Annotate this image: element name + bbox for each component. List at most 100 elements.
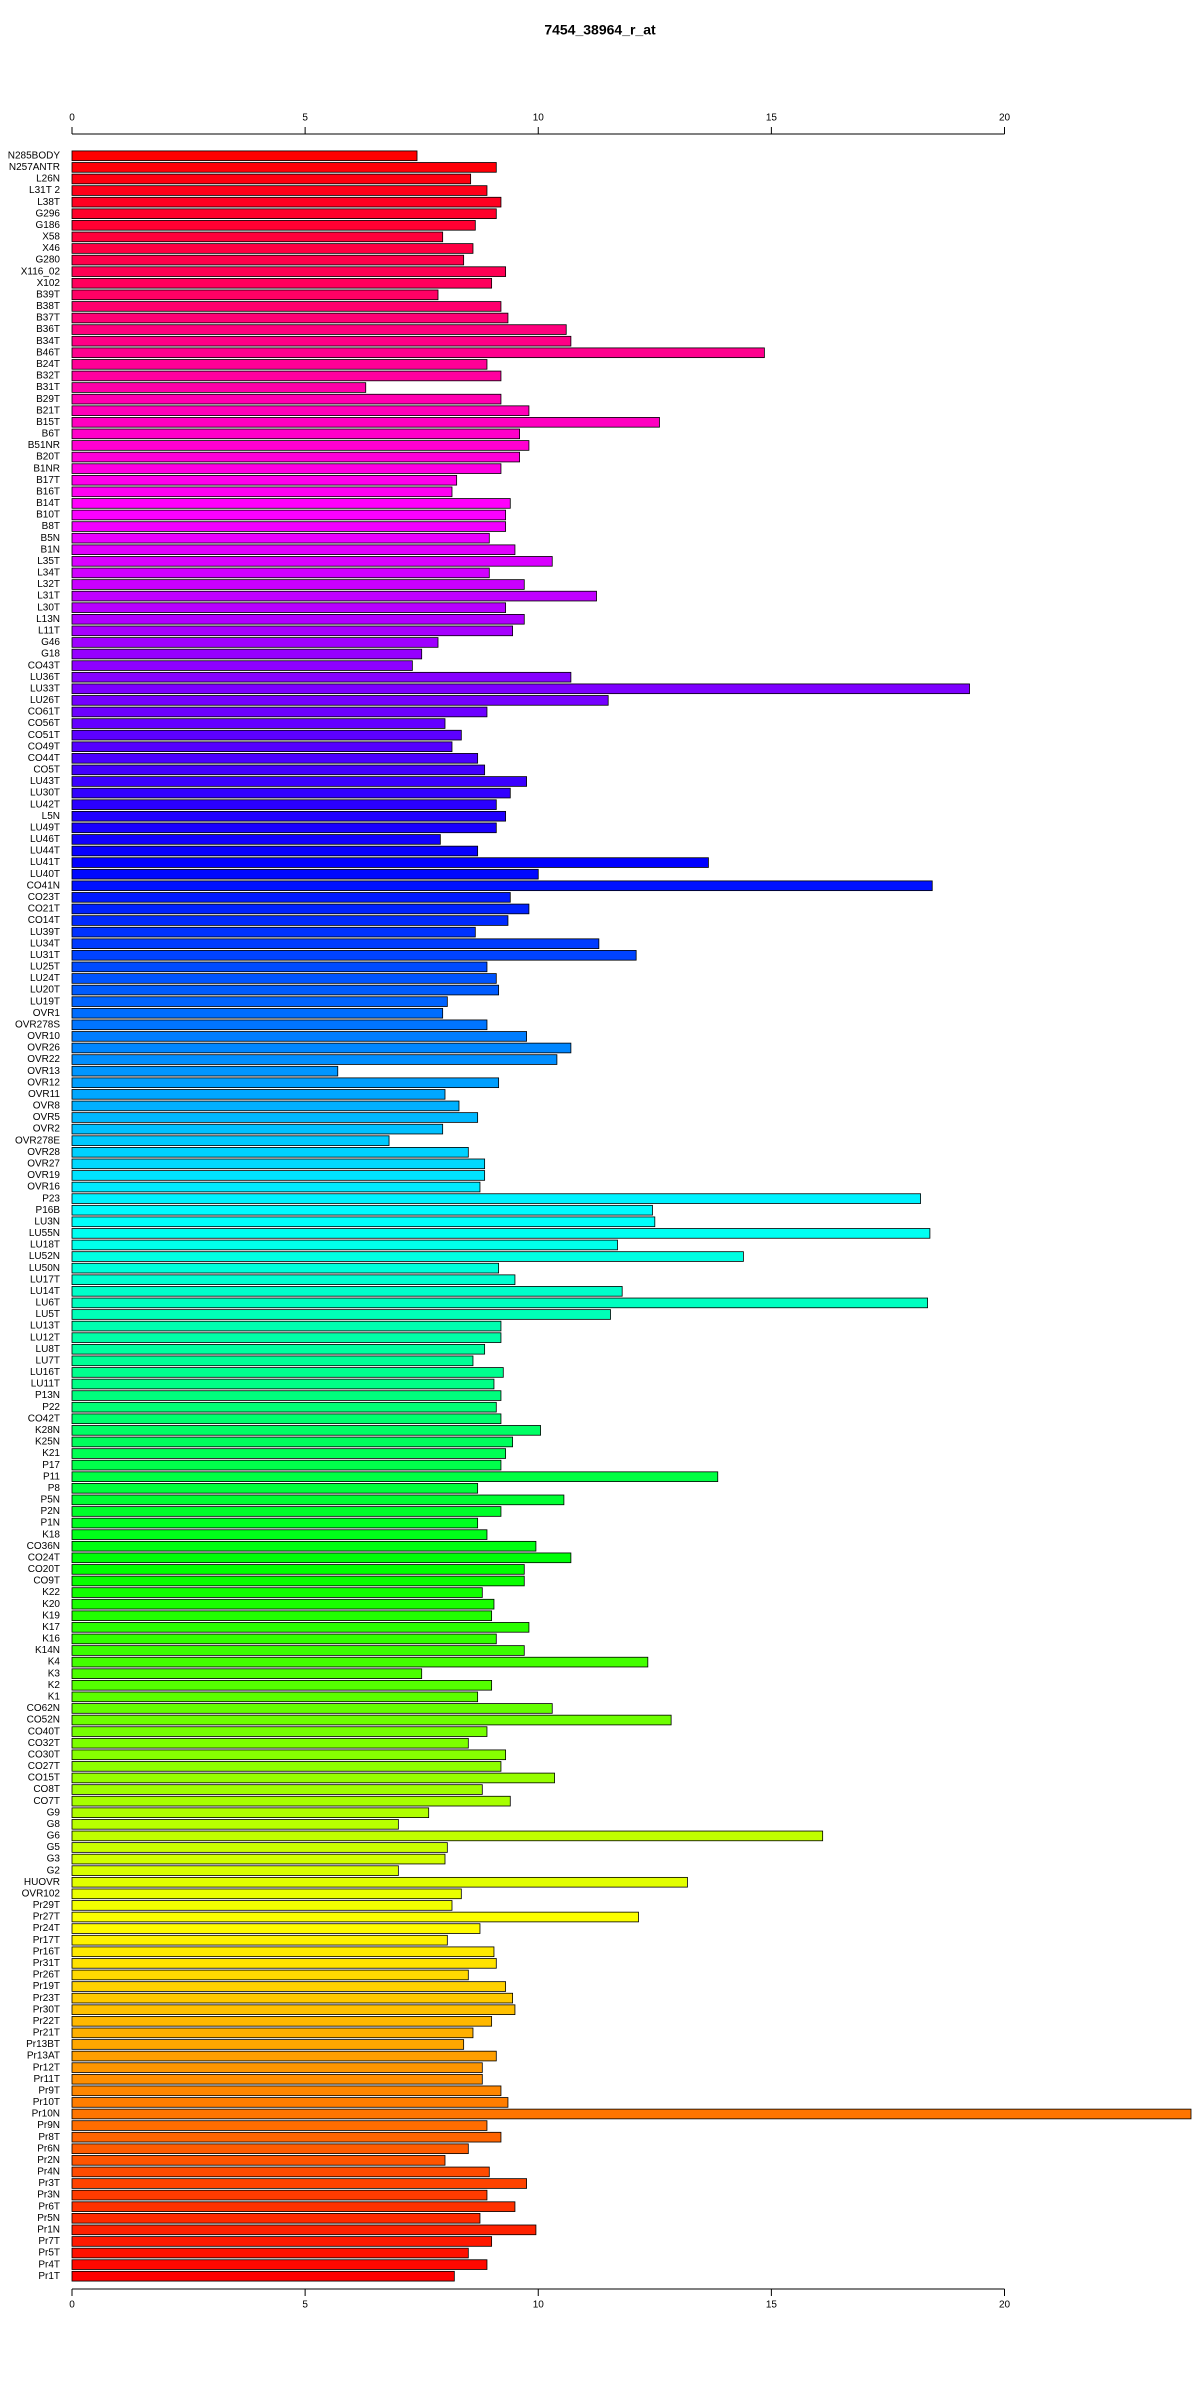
y-tick-label: CO21T (28, 904, 60, 915)
y-tick-label: Pr26T (33, 1970, 60, 1981)
bar (71, 2039, 465, 2050)
bar (71, 208, 497, 219)
bar (71, 2224, 537, 2236)
bar (71, 1598, 495, 1610)
bar (71, 440, 530, 451)
y-tick-label: B21T (36, 405, 60, 416)
y-tick-label: Pr24T (33, 1923, 60, 1934)
y-tick-label: B6T (42, 429, 60, 440)
y-tick-label: OVR102 (22, 1888, 61, 1899)
y-tick-label: Pr6T (38, 2201, 60, 2212)
bar (71, 544, 516, 556)
y-tick-label: Pr31T (33, 1958, 60, 1969)
y-tick-label: LU17T (30, 1274, 60, 1285)
bar (71, 556, 553, 567)
y-tick-label: CO40T (28, 1726, 60, 1737)
bar (71, 1251, 744, 1262)
bar (71, 590, 597, 602)
bar (71, 1691, 479, 1703)
y-tick-label: Pr6N (37, 2143, 60, 2154)
bar (71, 903, 530, 915)
y-tick-label: B38T (36, 301, 60, 312)
y-tick-label: LU30T (30, 788, 60, 799)
y-tick-label: L38T (37, 197, 60, 208)
bar (71, 2004, 516, 2015)
y-tick-label: G6 (47, 1831, 61, 1842)
y-tick-label: B15T (36, 417, 60, 428)
y-tick-label: Pr11T (34, 2074, 61, 2085)
y-tick-label: K16 (42, 1634, 60, 1645)
y-tick-label: LU43T (30, 776, 60, 787)
y-tick-label: K14N (35, 1645, 60, 1656)
y-tick-label: LU8T (36, 1344, 60, 1355)
y-tick-label: OVR22 (27, 1054, 60, 1065)
y-tick-label: OVR2 (33, 1124, 61, 1135)
y-tick-label: P11 (43, 1471, 60, 1482)
bar (71, 1517, 479, 1529)
y-tick-label: LU46T (30, 834, 60, 845)
bar (71, 1946, 495, 1958)
y-tick-label: L34T (37, 568, 60, 579)
bar (71, 1761, 502, 1772)
y-tick-label: LU14T (30, 1286, 60, 1297)
y-tick-label: Pr21T (33, 2028, 60, 2039)
y-tick-label: OVR16 (27, 1182, 60, 1193)
y-tick-label: OVR278E (15, 1135, 60, 1146)
bar (71, 382, 367, 393)
y-tick-label: X46 (42, 243, 60, 254)
bar (71, 1425, 541, 1436)
bar (71, 2085, 502, 2097)
y-tick-label: N285BODY (8, 150, 61, 161)
x-tick-label: 5 (302, 2300, 308, 2311)
bar (71, 671, 572, 683)
y-tick-label: K21 (42, 1448, 60, 1459)
y-tick-label: K28N (35, 1425, 60, 1436)
y-tick-label: CO43T (28, 660, 60, 671)
bar (71, 1459, 502, 1471)
y-tick-label: LU33T (30, 683, 60, 694)
bar (71, 521, 507, 532)
bar (71, 938, 600, 949)
bar (71, 660, 413, 671)
y-tick-label: LU49T (30, 822, 60, 833)
y-tick-label: P8 (48, 1483, 61, 1494)
y-tick-label: B37T (36, 313, 60, 324)
bar (71, 486, 453, 498)
bar (71, 1367, 504, 1378)
y-tick-label: Pr27T (33, 1912, 60, 1923)
bar (71, 1876, 688, 1888)
y-tick-label: Pr13AT (27, 2051, 60, 2062)
y-tick-label: CO61T (28, 707, 60, 718)
y-tick-label: LU6T (36, 1298, 60, 1309)
y-tick-label: P13N (35, 1390, 60, 1401)
y-tick-label: CO27T (28, 1761, 60, 1772)
bar (71, 1042, 572, 1054)
bar (71, 822, 497, 834)
y-tick-label: B39T (36, 289, 60, 300)
bar (71, 2120, 488, 2131)
bar (71, 2189, 488, 2201)
bar (71, 1633, 497, 1645)
y-tick-label: K2 (48, 1680, 61, 1691)
bar (71, 2108, 1192, 2120)
y-tick-label: K20 (42, 1599, 60, 1610)
bar (71, 799, 497, 810)
bar (71, 637, 439, 648)
y-tick-label: B14T (36, 498, 60, 509)
bar (71, 1540, 537, 1552)
y-tick-label: CO44T (28, 753, 60, 764)
y-tick-label: LU26T (30, 695, 60, 706)
y-tick-label: B5N (41, 533, 60, 544)
y-tick-label: B34T (36, 336, 60, 347)
bar (71, 1784, 483, 1795)
bar (71, 1239, 618, 1251)
bar (71, 428, 521, 440)
y-tick-label: LU39T (30, 927, 60, 938)
bar (71, 359, 488, 370)
y-tick-label: OVR12 (27, 1077, 60, 1088)
bar (71, 1656, 649, 1668)
x-tick-label: 10 (533, 2300, 545, 2311)
bar (71, 196, 502, 208)
y-tick-label: CO49T (28, 741, 60, 752)
bar (71, 1830, 824, 1842)
